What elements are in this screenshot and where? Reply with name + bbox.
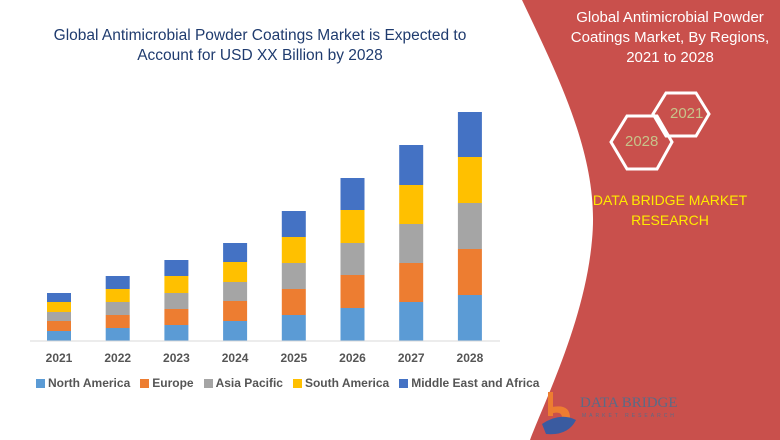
chart-title: Global Antimicrobial Powder Coatings Mar… — [53, 27, 467, 64]
legend-item: Europe — [140, 376, 194, 390]
x-tick-label: 2022 — [104, 351, 131, 365]
bar-segment — [457, 203, 482, 249]
x-tick-label: 2024 — [222, 351, 249, 365]
legend: North America Europe Asia Pacific South … — [36, 376, 539, 390]
x-tick-label: 2021 — [46, 351, 73, 365]
bar-segment — [399, 224, 424, 263]
bar-segment — [223, 301, 248, 321]
bar-segment — [47, 293, 71, 302]
bar-segment — [105, 302, 130, 315]
bar-segment — [340, 308, 365, 341]
bar-segment — [281, 263, 306, 289]
bar-segment — [281, 315, 306, 341]
bar-segment — [223, 262, 248, 282]
bar-segment — [105, 289, 130, 302]
legend-item: South America — [292, 376, 389, 390]
bar-segment — [47, 312, 71, 321]
bar-segment — [164, 309, 189, 325]
bar-segment — [399, 263, 424, 302]
bar-segment — [340, 178, 365, 210]
side-title: Global Antimicrobial Powder Coatings Mar… — [570, 9, 770, 66]
logo-text: DATA BRIDGE — [580, 395, 678, 411]
data-bridge-logo-icon — [542, 392, 576, 435]
bar-segment — [399, 302, 424, 341]
logo-subtext: MARKET RESEARCH — [582, 413, 677, 419]
x-tick-label: 2028 — [457, 351, 484, 365]
hex-label-2028: 2028 — [625, 133, 659, 150]
bar-segment — [457, 157, 482, 203]
bars — [47, 112, 482, 341]
x-tick-label: 2026 — [339, 351, 366, 365]
bar-segment — [457, 249, 482, 295]
bar-segment — [164, 260, 189, 276]
bar-segment — [281, 289, 306, 315]
x-tick-label: 2023 — [163, 351, 190, 365]
bar-segment — [223, 243, 248, 262]
x-tick-label: 2027 — [398, 351, 425, 365]
bar-segment — [47, 321, 71, 331]
bar-segment — [340, 275, 365, 308]
bar-segment — [399, 185, 424, 224]
legend-item: Middle East and Africa — [399, 376, 539, 390]
bar-segment — [281, 211, 306, 237]
bar-segment — [47, 331, 71, 341]
bar-segment — [164, 293, 189, 309]
bar-segment — [457, 112, 482, 157]
bar-segment — [340, 243, 365, 275]
brand-text: DATA BRIDGE MARKET RESEARCH — [592, 192, 748, 228]
bar-segment — [105, 328, 130, 341]
bar-segment — [105, 315, 130, 328]
hexagon-2028 — [609, 114, 674, 171]
bar-segment — [47, 302, 71, 312]
legend-item: North America — [36, 376, 130, 390]
bar-segment — [164, 325, 189, 341]
bar-segment — [223, 321, 248, 341]
bar-segment — [105, 276, 130, 289]
bar-segment — [281, 237, 306, 263]
bar-segment — [457, 295, 482, 341]
bar-segment — [340, 210, 365, 243]
bar-segment — [223, 282, 248, 301]
x-tick-label: 2025 — [280, 351, 307, 365]
hex-label-2021: 2021 — [670, 105, 704, 122]
bar-segment — [399, 145, 424, 185]
hexagon-2021 — [651, 91, 711, 138]
legend-item: Asia Pacific — [203, 376, 283, 390]
bar-segment — [164, 276, 189, 293]
